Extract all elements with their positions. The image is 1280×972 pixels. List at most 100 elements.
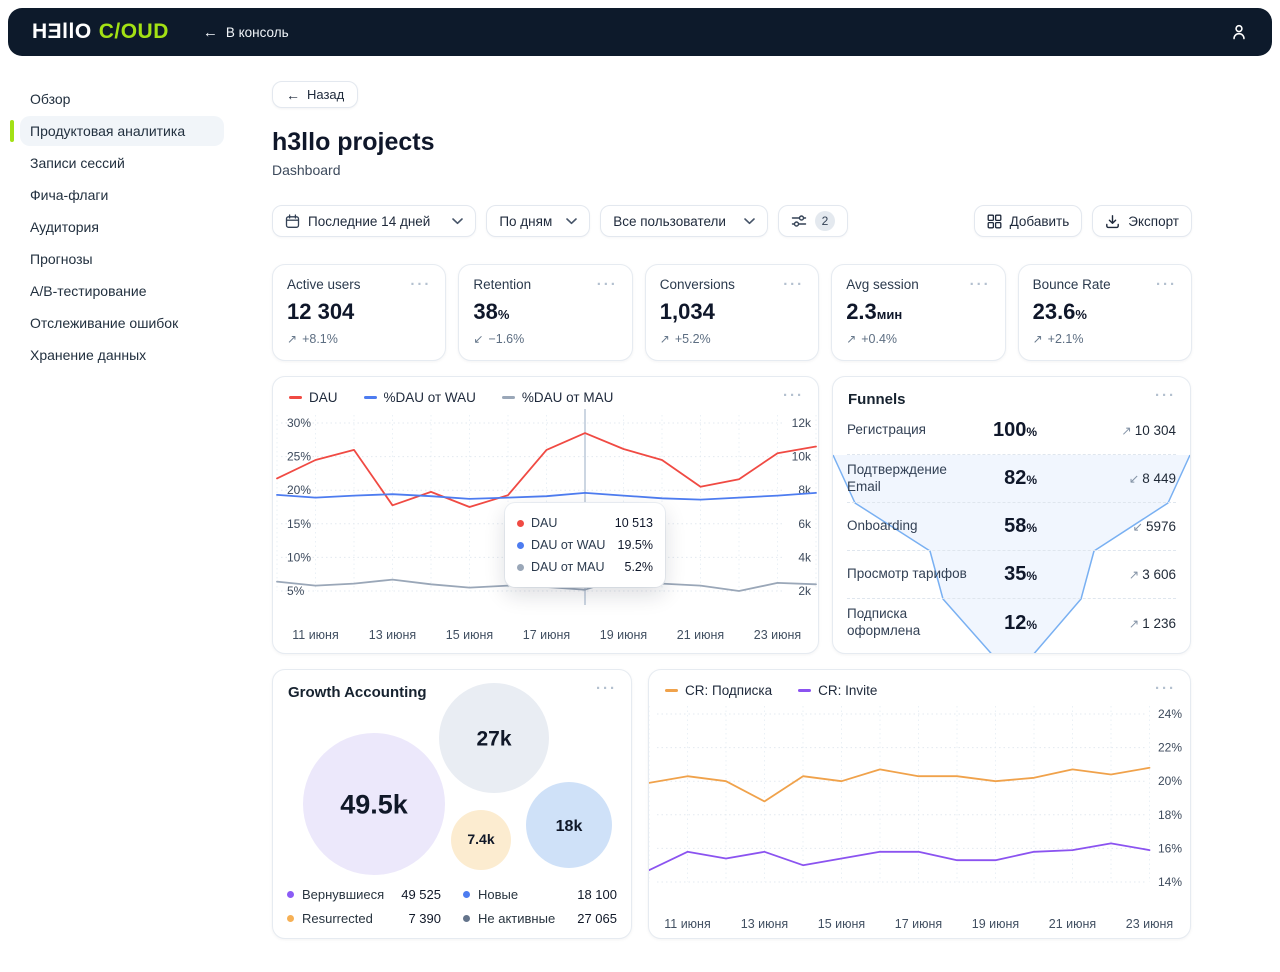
audience-select[interactable]: Все пользователи <box>600 205 768 237</box>
more-menu-icon[interactable]: ··· <box>410 280 431 289</box>
grid-add-icon <box>987 214 1002 229</box>
svg-text:25%: 25% <box>287 450 311 464</box>
more-menu-icon[interactable]: ··· <box>597 280 618 289</box>
legend-swatch <box>289 396 302 399</box>
legend-item-cr-subscription[interactable]: CR: Подписка <box>665 683 772 698</box>
more-menu-icon[interactable]: ··· <box>1155 684 1176 693</box>
svg-text:21 июня: 21 июня <box>1049 917 1096 931</box>
legend-item-dau[interactable]: DAU <box>289 390 338 405</box>
svg-text:20%: 20% <box>1158 774 1182 788</box>
trend-down-icon: ↙ <box>473 332 483 346</box>
sidebar-item-product-analytics[interactable]: Продуктовая аналитика <box>20 116 224 146</box>
kpi-value: 12 304 <box>287 299 354 324</box>
logo[interactable]: HƎllO C/OUD <box>32 20 169 44</box>
legend-item-dau-wau[interactable]: %DAU от WAU <box>364 390 476 405</box>
sliders-icon <box>791 213 807 229</box>
kpi-title: Avg session <box>846 277 919 292</box>
back-button[interactable]: ← Назад <box>272 81 358 108</box>
trend-up-icon: ↗ <box>846 332 856 346</box>
funnels-title: Funnels <box>848 391 906 408</box>
trend-down-icon: ↙ <box>1132 519 1142 534</box>
filters-button[interactable]: 2 <box>778 205 848 237</box>
funnel-step-onboarding: Onboarding 58% ↙5976 <box>847 503 1176 551</box>
trend-up-icon: ↗ <box>1033 332 1043 346</box>
more-menu-icon[interactable]: ··· <box>1156 280 1177 289</box>
svg-text:23 июня: 23 июня <box>754 628 801 642</box>
sidebar-item-forecasts[interactable]: Прогнозы <box>20 244 224 274</box>
svg-text:10%: 10% <box>287 550 311 564</box>
legend-item-inactive[interactable]: Не активные 27 065 <box>463 911 617 926</box>
more-menu-icon[interactable]: ··· <box>970 280 991 289</box>
chevron-down-icon <box>566 218 577 225</box>
growth-accounting-title: Growth Accounting <box>288 684 427 701</box>
chart-tooltip: DAU10 513 DAU от WAU19.5% DAU от MAU5.2% <box>505 503 665 587</box>
svg-text:24%: 24% <box>1158 707 1182 721</box>
legend-item-cr-invite[interactable]: CR: Invite <box>798 683 877 698</box>
svg-text:19 июня: 19 июня <box>600 628 647 642</box>
svg-text:7.4k: 7.4k <box>467 831 494 847</box>
export-button[interactable]: Экспорт <box>1092 205 1192 237</box>
svg-text:49.5k: 49.5k <box>340 790 409 820</box>
svg-text:15 июня: 15 июня <box>446 628 493 642</box>
sidebar-item-error-tracking[interactable]: Отслеживание ошибок <box>20 308 224 338</box>
svg-text:22%: 22% <box>1158 741 1182 755</box>
legend-item-resurrected[interactable]: Resurrected 7 390 <box>287 911 441 926</box>
trend-up-icon: ↗ <box>1129 616 1139 631</box>
arrow-left-icon: ← <box>286 87 300 103</box>
legend-dot <box>463 891 470 898</box>
funnel-steps: Регистрация 100% ↗10 304 Подтверждение E… <box>833 407 1190 647</box>
tooltip-dot <box>517 564 524 571</box>
sidebar-item-data-storage[interactable]: Хранение данных <box>20 340 224 370</box>
kpi-title: Retention <box>473 277 531 292</box>
funnel-step-registration: Регистрация 100% ↗10 304 <box>847 407 1176 455</box>
kpi-title: Bounce Rate <box>1033 277 1111 292</box>
sidebar-item-feature-flags[interactable]: Фича-флаги <box>20 180 224 210</box>
chevron-down-icon <box>744 218 755 225</box>
legend-item-dau-mau[interactable]: %DAU от MAU <box>502 390 613 405</box>
calendar-icon <box>285 214 300 229</box>
svg-text:23 июня: 23 июня <box>1126 917 1173 931</box>
kpi-value: 38 <box>473 299 497 324</box>
sidebar-item-session-recordings[interactable]: Записи сессий <box>20 148 224 178</box>
date-range-value: Последние 14 дней <box>308 214 430 229</box>
add-widget-label: Добавить <box>1010 214 1070 229</box>
chart-legend: DAU %DAU от WAU %DAU от MAU <box>289 390 613 405</box>
more-menu-icon[interactable]: ··· <box>596 684 617 693</box>
svg-text:2k: 2k <box>798 584 812 598</box>
legend-swatch <box>798 689 811 692</box>
active-filters-badge: 2 <box>815 211 835 231</box>
back-to-console-link[interactable]: ← В консоль <box>203 25 289 40</box>
kpi-delta: −1.6% <box>488 332 524 346</box>
kpi-title: Conversions <box>660 277 735 292</box>
user-profile-icon[interactable] <box>1230 23 1248 41</box>
arrow-left-icon: ← <box>203 25 218 40</box>
series-line-CR: Подписка <box>649 768 1150 802</box>
sidebar-item-audience[interactable]: Аудитория <box>20 212 224 242</box>
more-menu-icon[interactable]: ··· <box>1155 391 1176 400</box>
svg-text:13 июня: 13 июня <box>369 628 416 642</box>
legend-dot <box>287 915 294 922</box>
legend-swatch <box>502 396 515 399</box>
more-menu-icon[interactable]: ··· <box>783 280 804 289</box>
trend-up-icon: ↗ <box>660 332 670 346</box>
granularity-value: По дням <box>499 214 552 229</box>
granularity-select[interactable]: По дням <box>486 205 590 237</box>
chart-legend: CR: Подписка CR: Invite <box>665 683 877 698</box>
svg-text:15%: 15% <box>287 517 311 531</box>
svg-text:30%: 30% <box>287 416 311 430</box>
date-range-select[interactable]: Последние 14 дней <box>272 205 476 237</box>
kpi-card-bounce-rate: Bounce Rate ··· 23.6% ↗+2.1% <box>1018 264 1192 361</box>
sidebar-item-ab-testing[interactable]: A/B-тестирование <box>20 276 224 306</box>
sidebar-item-overview[interactable]: Обзор <box>20 84 224 114</box>
main-content: ← Назад h3llo projects Dashboard Последн… <box>272 64 1192 939</box>
svg-text:10k: 10k <box>792 450 812 464</box>
legend-item-new[interactable]: Новые 18 100 <box>463 887 617 902</box>
add-widget-button[interactable]: Добавить <box>974 205 1083 237</box>
growth-bubbles-plot: 49.5k27k7.4k18k <box>273 670 631 878</box>
kpi-card-conversions: Conversions ··· 1,034 ↗+5.2% <box>645 264 819 361</box>
svg-text:8k: 8k <box>798 483 812 497</box>
svg-text:17 июня: 17 июня <box>895 917 942 931</box>
trend-up-icon: ↗ <box>287 332 297 346</box>
legend-item-returned[interactable]: Вернувшиеся 49 525 <box>287 887 441 902</box>
more-menu-icon[interactable]: ··· <box>783 391 804 400</box>
